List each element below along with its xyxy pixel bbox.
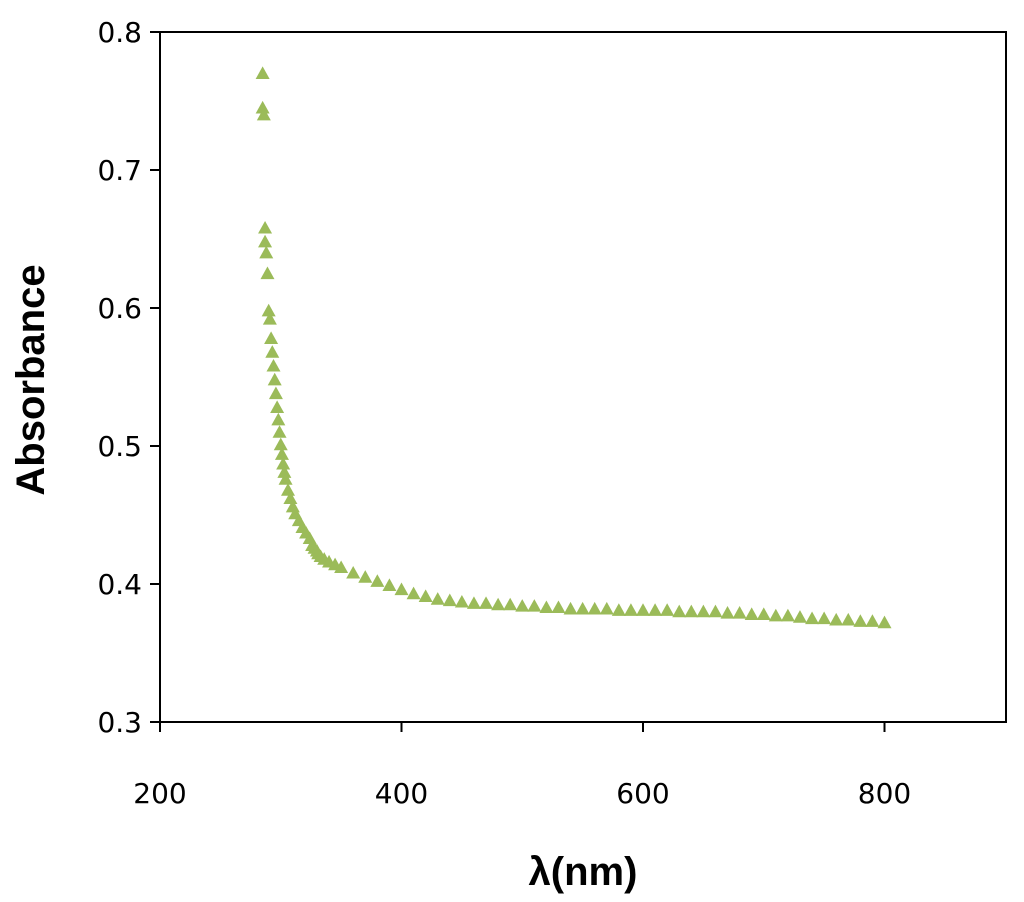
data-point <box>276 456 291 470</box>
x-tick-label: 200 <box>133 777 186 810</box>
data-point <box>259 245 274 259</box>
data-point <box>261 303 276 317</box>
data-point <box>273 437 288 451</box>
x-tick-label: 400 <box>375 777 428 810</box>
data-point <box>260 266 275 280</box>
data-point <box>256 107 271 121</box>
data-point <box>258 234 273 248</box>
data-point <box>265 345 280 358</box>
data-point <box>274 447 289 460</box>
data-point <box>430 592 445 605</box>
y-axis-title: Absorbance <box>9 264 53 495</box>
data-point <box>551 600 566 614</box>
data-point <box>278 472 293 485</box>
data-point <box>358 570 373 583</box>
data-point <box>394 582 409 596</box>
data-point <box>756 607 771 620</box>
data-point <box>611 603 626 616</box>
data-point <box>563 601 578 615</box>
data-point <box>264 331 279 344</box>
data-point <box>515 599 530 612</box>
data-point <box>817 611 832 625</box>
data-point <box>268 386 283 400</box>
data-point <box>648 603 663 616</box>
data-point <box>539 600 554 614</box>
y-tick-label: 0.6 <box>97 292 142 325</box>
y-axis: 0.3 0.4 0.5 0.6 0.7 0.8 <box>97 16 160 739</box>
data-point <box>768 608 783 622</box>
data-series <box>255 66 892 629</box>
data-point <box>829 612 844 626</box>
data-point <box>280 483 295 496</box>
data-point <box>780 608 795 622</box>
data-point <box>841 612 856 626</box>
data-point <box>636 603 650 616</box>
data-point <box>382 578 397 591</box>
y-tick-label: 0.8 <box>97 16 142 49</box>
x-tick-label: 800 <box>858 777 911 810</box>
data-point <box>442 593 457 607</box>
data-point <box>732 605 747 619</box>
x-tick-label: 600 <box>616 777 669 810</box>
data-point <box>270 400 285 413</box>
y-tick-label: 0.7 <box>97 154 142 187</box>
data-point <box>370 574 385 587</box>
data-point <box>527 599 542 612</box>
data-point <box>267 372 282 386</box>
plot-area <box>159 31 1007 723</box>
data-point <box>418 589 433 603</box>
data-point <box>454 594 469 608</box>
data-point <box>696 604 711 618</box>
x-axis-title: λ(nm) <box>529 850 638 894</box>
data-point <box>587 601 602 615</box>
data-point <box>346 565 361 579</box>
data-point <box>672 604 687 618</box>
data-point <box>406 586 421 600</box>
x-axis: 200 400 600 800 <box>133 722 911 810</box>
data-point <box>266 358 281 372</box>
data-point <box>877 615 892 629</box>
data-point <box>853 614 868 627</box>
data-point <box>599 601 614 615</box>
data-point <box>255 100 270 114</box>
data-point <box>805 611 820 625</box>
data-point <box>277 465 292 478</box>
y-tick-label: 0.5 <box>97 430 142 463</box>
data-point <box>660 603 675 616</box>
data-point <box>271 412 286 426</box>
y-tick-label: 0.3 <box>97 706 142 739</box>
data-point <box>865 614 880 627</box>
data-point <box>272 425 287 438</box>
y-tick-label: 0.4 <box>97 568 142 601</box>
data-point <box>255 66 270 79</box>
data-point <box>491 597 506 611</box>
data-point <box>466 596 481 609</box>
data-point <box>479 596 494 609</box>
data-point <box>792 610 807 623</box>
data-point <box>283 491 298 505</box>
data-point <box>262 312 277 325</box>
data-point <box>258 220 273 234</box>
data-point <box>575 601 590 615</box>
data-point <box>503 597 518 611</box>
data-point <box>334 560 349 574</box>
data-point <box>720 605 735 619</box>
data-point <box>744 607 759 620</box>
data-point <box>708 604 723 618</box>
data-point <box>684 604 699 618</box>
data-point <box>623 603 638 616</box>
